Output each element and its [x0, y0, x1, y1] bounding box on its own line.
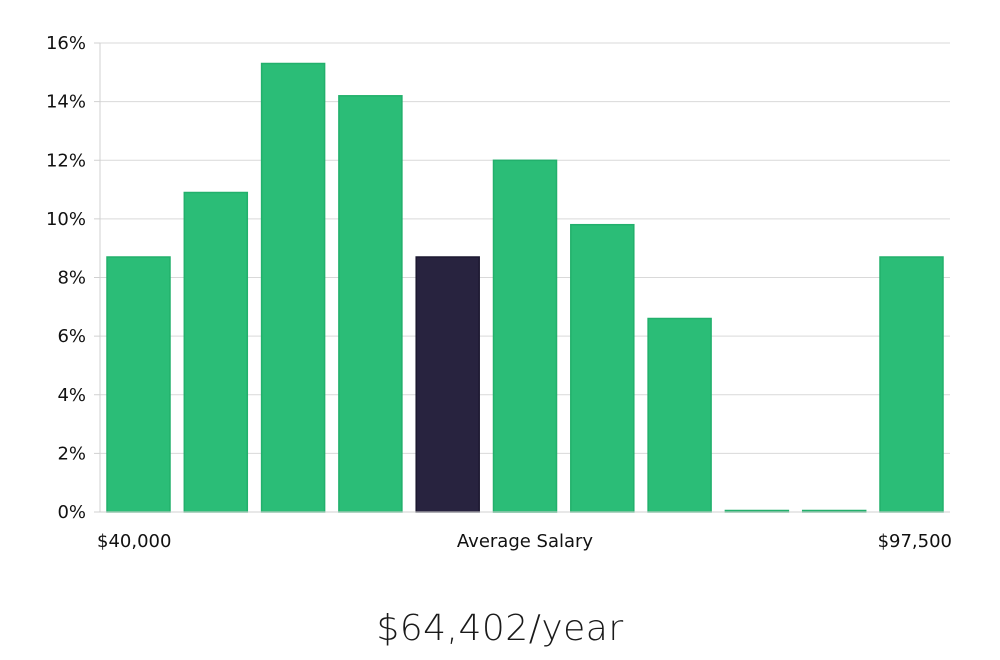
x-axis-max-label: $97,500 — [878, 531, 952, 552]
y-tick-label: 10% — [46, 209, 86, 230]
bar — [183, 191, 249, 513]
y-tick-label: 12% — [46, 150, 86, 171]
y-tick-label: 6% — [57, 326, 86, 347]
average-salary-value: $64,402/year — [376, 608, 624, 649]
bar-average-salary — [415, 256, 480, 513]
bar — [570, 223, 635, 513]
y-tick-label: 0% — [57, 502, 86, 523]
y-tick-label: 2% — [57, 443, 86, 464]
bar — [647, 317, 712, 513]
y-tick-label: 16% — [46, 33, 86, 54]
y-tick-label: 14% — [46, 92, 86, 113]
bar — [492, 159, 558, 513]
bar — [879, 256, 944, 513]
bar — [338, 95, 403, 513]
bar — [260, 62, 326, 513]
y-axis-ticks: 0% 2% 4% 6% 8% 10% 12% 14% 16% — [46, 33, 100, 523]
y-tick-label: 4% — [57, 385, 86, 406]
x-axis-average-label: Average Salary — [457, 531, 594, 552]
histogram-bars — [106, 62, 944, 513]
y-tick-label: 8% — [57, 268, 86, 289]
x-axis-min-label: $40,000 — [97, 531, 171, 552]
salary-histogram-chart: 0% 2% 4% 6% 8% 10% 12% 14% 16% $40,000 Average S… — [46, 33, 952, 552]
bar — [106, 256, 171, 513]
